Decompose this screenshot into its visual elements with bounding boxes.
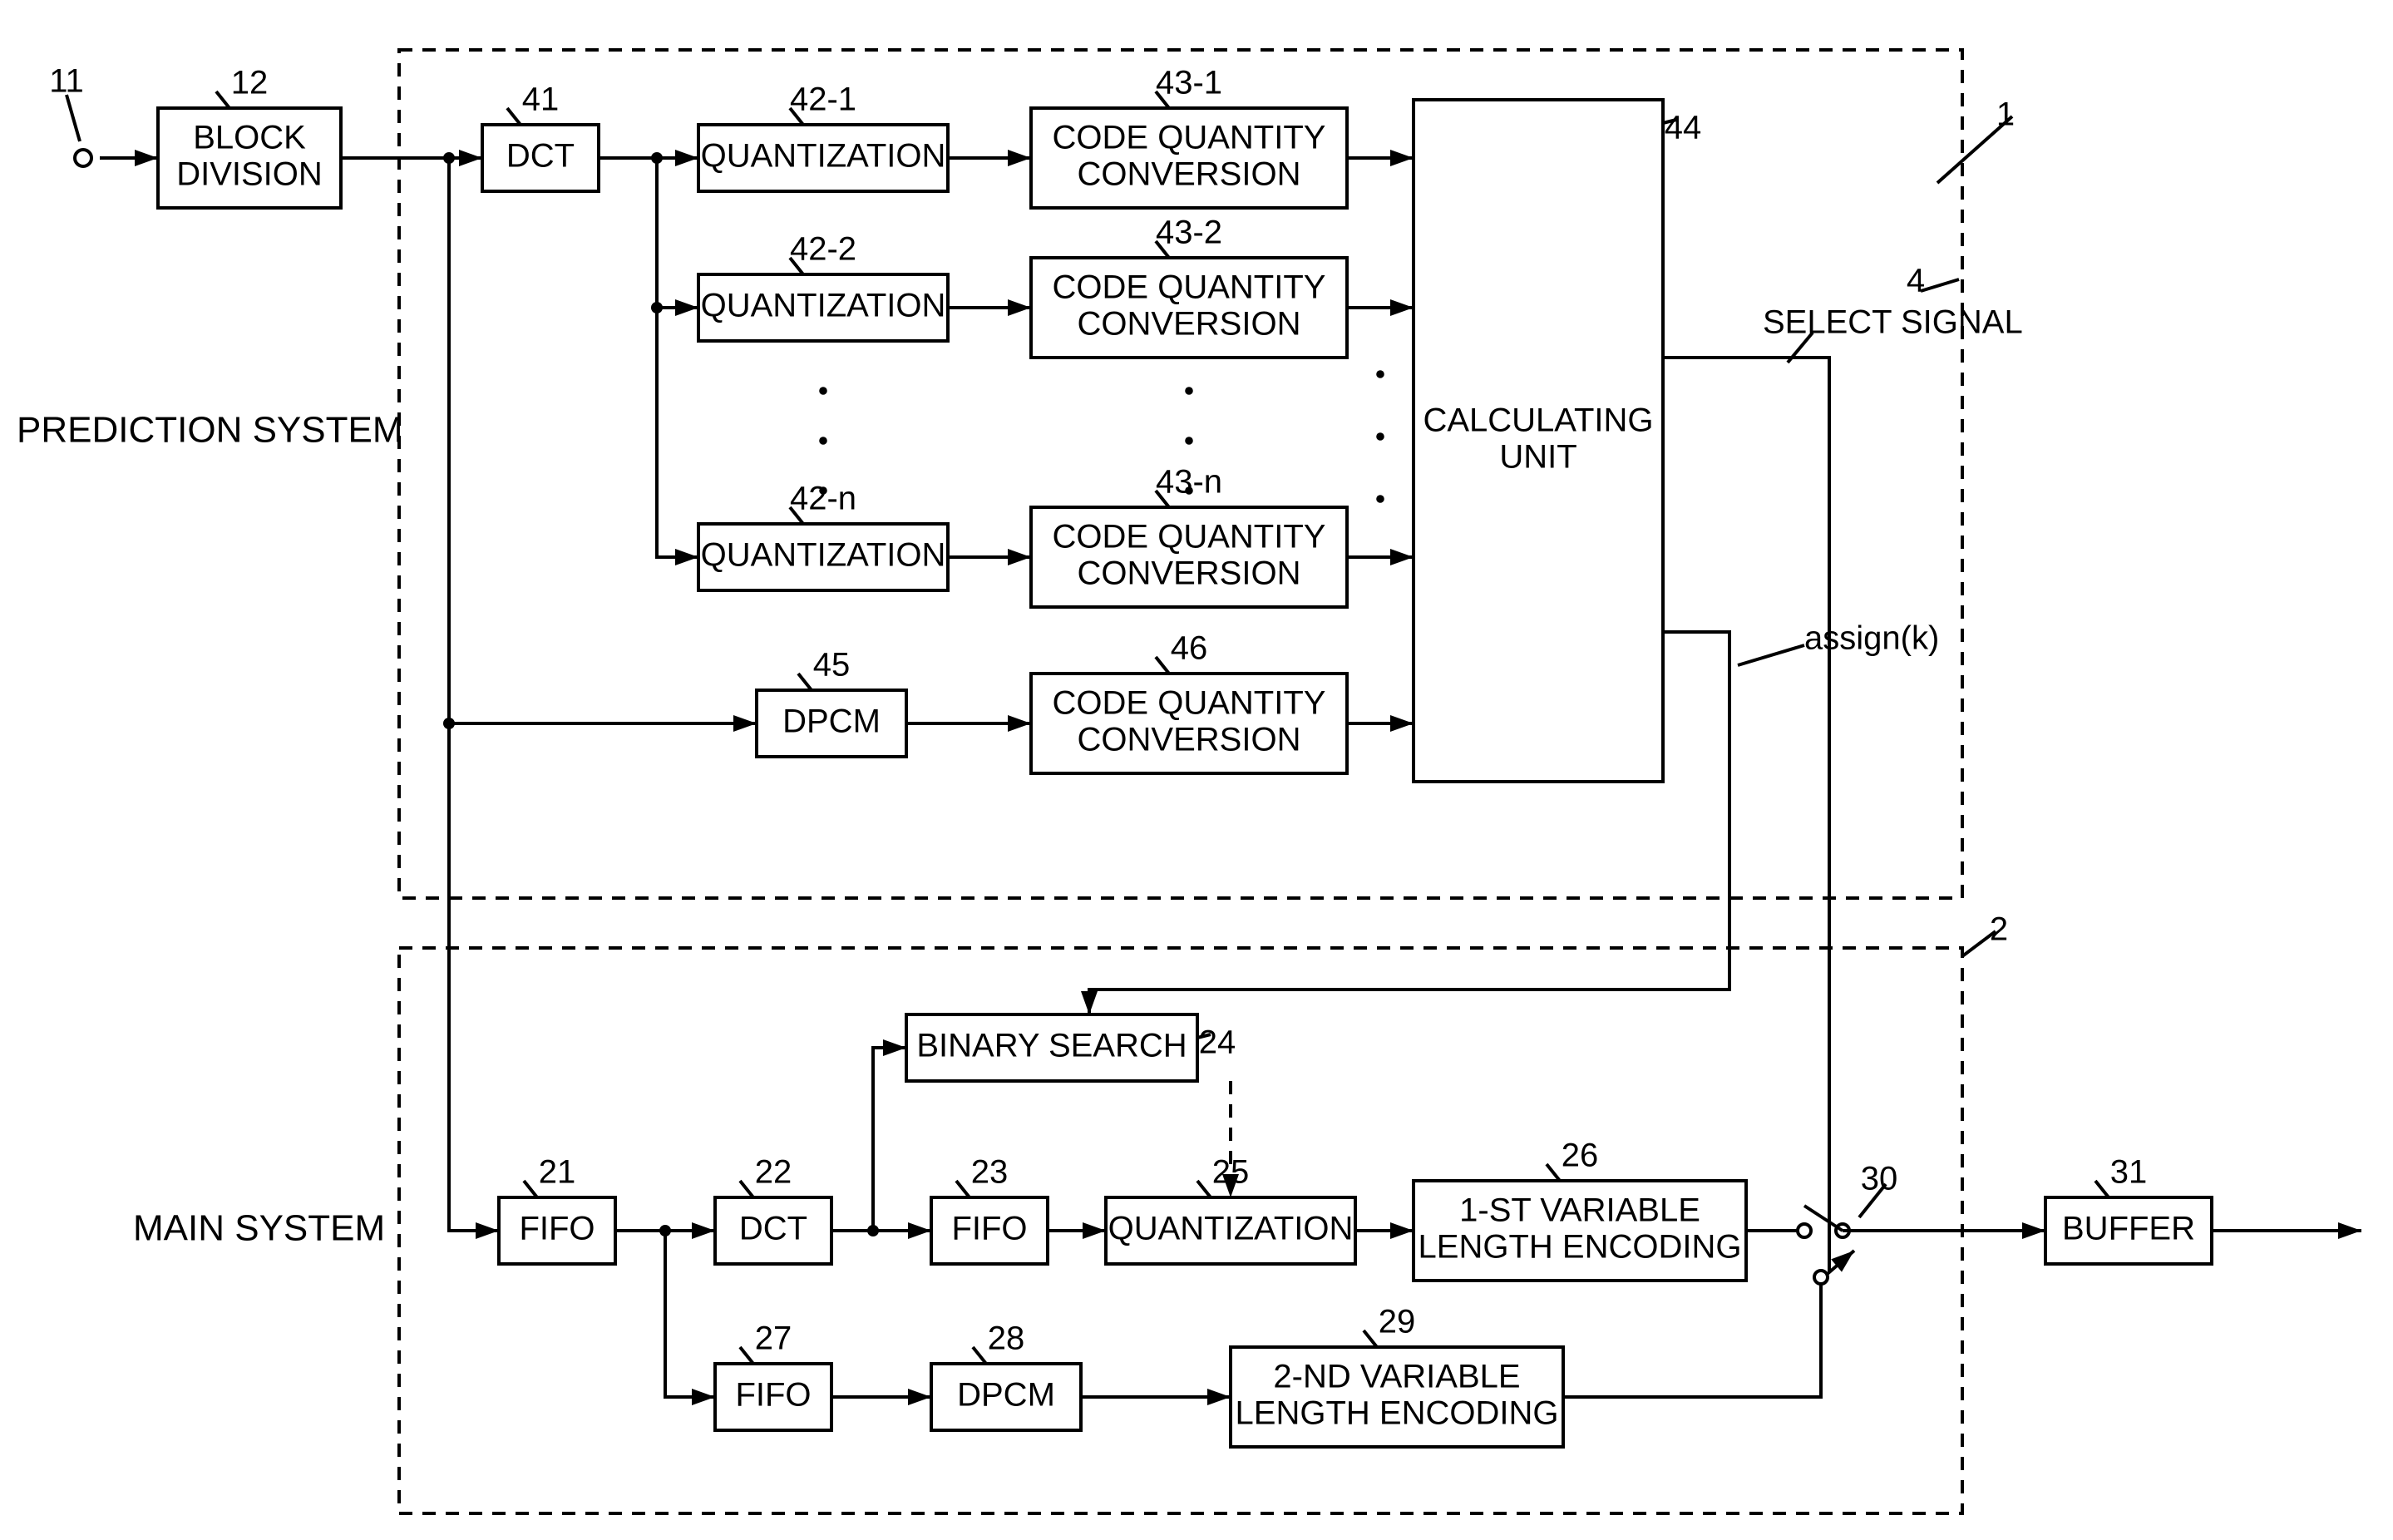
vle1-label: 1-ST VARIABLE [1459,1192,1700,1229]
cqc2-label: CONVERSION [1078,306,1301,343]
vle2-label: 2-ND VARIABLE [1273,1359,1520,1395]
fifo27-ref: 27 [755,1320,792,1357]
bsearch-ref: 24 [1199,1024,1236,1061]
cqcN-label: CODE QUANTITY [1053,519,1326,555]
vdots [819,486,827,495]
block_div-label: DIVISION [176,156,323,193]
dct_p-ref: 41 [522,81,560,118]
fifo23-label: FIFO [951,1211,1027,1247]
vdots [1185,486,1193,495]
cqc1-label: CODE QUANTITY [1053,120,1326,156]
calc-label: CALCULATING [1423,402,1653,439]
vle1-ref: 26 [1562,1138,1599,1174]
assign-k-label: assign(k) [1804,620,1939,657]
fifo21-ref: 21 [539,1154,576,1191]
switch-terminal [1814,1271,1828,1284]
input-terminal-ref: 11 [49,63,84,100]
block_div-ref: 12 [231,65,269,101]
vdots [1376,432,1384,441]
cqc1-label: CONVERSION [1078,156,1301,193]
quant25-label: QUANTIZATION [1108,1211,1354,1247]
vdots [1185,437,1193,445]
vle2-label: LENGTH ENCODING [1236,1395,1559,1432]
vdots [1376,370,1384,378]
main-ref: 2 [1990,911,2008,948]
quantN-ref: 42-n [790,481,856,517]
bsearch-label: BINARY SEARCH [916,1028,1187,1064]
vdots [819,387,827,395]
dpcm28-label: DPCM [957,1377,1055,1414]
quant1-ref: 42-1 [790,81,856,118]
fifo21-label: FIFO [519,1211,595,1247]
fifo27-label: FIFO [735,1377,811,1414]
cqcN-label: CONVERSION [1078,555,1301,592]
buffer-ref: 31 [2110,1154,2148,1191]
dct22-ref: 22 [755,1154,792,1191]
quantN-label: QUANTIZATION [701,537,946,574]
switch-ref: 30 [1861,1161,1898,1197]
calc-ref: 44 [1665,110,1702,146]
prediction-system-label: PREDICTION SYSTEM [17,410,403,451]
cqc_dpcm-ref: 46 [1171,630,1208,667]
vdots [1376,495,1384,503]
dpcm28-ref: 28 [988,1320,1025,1357]
block_div-label: BLOCK [193,120,306,156]
calc-label: UNIT [1499,439,1576,476]
diagram-ref-1: 1 [1996,96,2015,133]
quant2-label: QUANTIZATION [701,288,946,324]
prediction-ref: 4 [1907,263,1925,299]
vle1-label: LENGTH ENCODING [1419,1229,1742,1266]
dct_p-label: DCT [506,138,575,175]
cqc_dpcm-label: CONVERSION [1078,722,1301,758]
input-terminal [75,150,91,166]
dct22-label: DCT [739,1211,807,1247]
vdots [1185,387,1193,395]
cqcN-ref: 43-n [1156,464,1222,501]
buffer-label: BUFFER [2062,1211,2195,1247]
main-system-label: MAIN SYSTEM [133,1208,385,1249]
cqc_dpcm-label: CODE QUANTITY [1053,685,1326,722]
dpcm_p-ref: 45 [813,647,851,684]
switch-terminal [1798,1224,1811,1237]
dpcm_p-label: DPCM [782,703,881,740]
quant2-ref: 42-2 [790,231,856,268]
cqc2-ref: 43-2 [1156,215,1222,251]
select-signal-label: SELECT SIGNAL [1763,304,2023,341]
vle2-ref: 29 [1379,1304,1416,1340]
cqc2-label: CODE QUANTITY [1053,269,1326,306]
quant1-label: QUANTIZATION [701,138,946,175]
vdots [819,437,827,445]
fifo23-ref: 23 [971,1154,1009,1191]
cqc1-ref: 43-1 [1156,65,1222,101]
